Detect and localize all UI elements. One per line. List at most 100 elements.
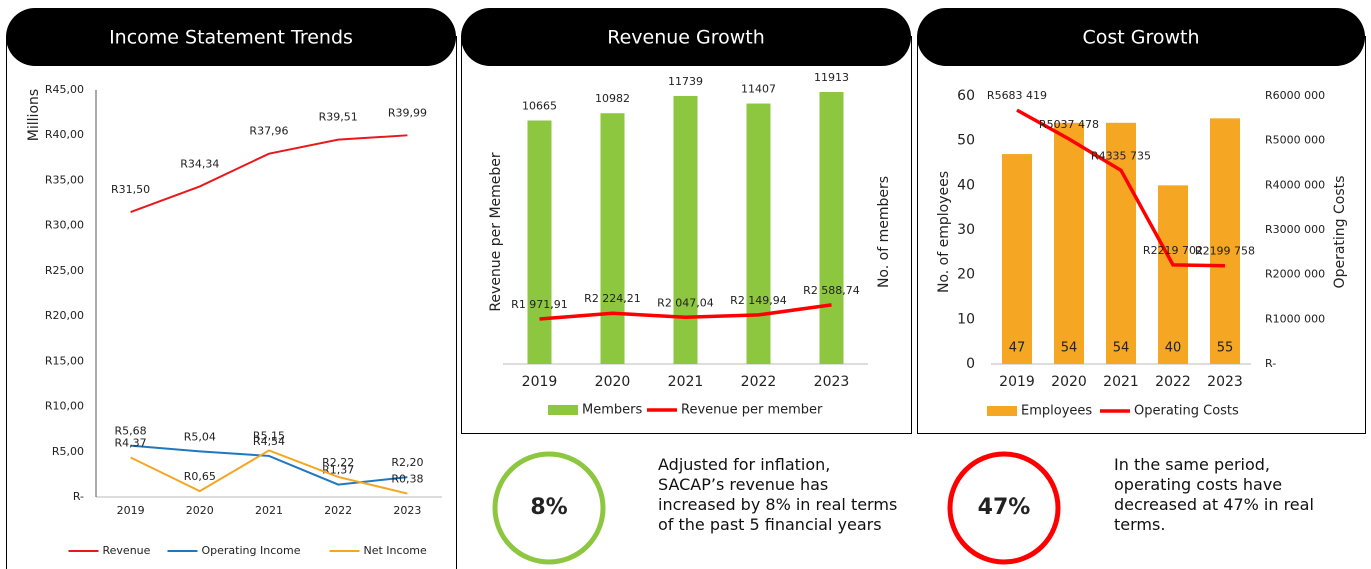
y2-axis-title: Operating Costs: [1332, 176, 1348, 289]
y-tick-label: 50: [957, 133, 975, 149]
y-tick-label: 0: [966, 356, 975, 372]
bar: [600, 113, 625, 365]
x-tick-label: 2021: [255, 504, 283, 517]
x-tick-label: 2023: [1207, 374, 1243, 390]
panel-header: [461, 8, 911, 66]
bar: [1210, 118, 1240, 364]
y-tick-label: R30,00: [45, 219, 84, 232]
series-line: [130, 134, 408, 214]
point-value-label: R2 047,04: [657, 296, 714, 309]
bar: [819, 91, 844, 364]
chart-title: Revenue Growth: [607, 27, 765, 49]
x-tick-label: 2022: [324, 504, 352, 517]
bar-value-label: 10665: [522, 99, 557, 112]
bar-value-label: 40: [1165, 341, 1182, 356]
y-tick-label: 60: [957, 88, 975, 104]
x-tick-label: 2020: [1051, 374, 1087, 390]
callout-text: Adjusted for inflation, SACAP’s revenue …: [658, 455, 898, 534]
point-value-label: R5683 419: [987, 89, 1047, 102]
point-value-label: R39,51: [319, 111, 358, 124]
callout-text: In the same period, operating costs have…: [1114, 455, 1314, 534]
bar: [1158, 185, 1188, 364]
y-tick-label: 10: [957, 311, 975, 327]
bar: [746, 103, 771, 365]
bar-value-label: 11913: [814, 71, 849, 84]
x-tick-label: 2023: [814, 374, 850, 390]
x-tick-label: 2019: [117, 504, 145, 517]
callout-ring: [492, 451, 606, 565]
y2-tick-label: R3000 000: [1265, 223, 1325, 236]
point-value-label: R4335 735: [1091, 149, 1151, 162]
series-line: [539, 303, 832, 321]
point-value-label: R0,65: [184, 470, 216, 483]
bar-value-label: 47: [1009, 341, 1026, 356]
bar-value-label: 11739: [668, 75, 703, 88]
legend-label: Members: [582, 403, 642, 418]
point-value-label: R4,54: [253, 435, 285, 448]
legend-label: Employees: [1021, 404, 1092, 419]
point-value-label: R39,99: [388, 106, 427, 119]
legend-label: Operating Costs: [1134, 404, 1239, 419]
callout-ring: [947, 451, 1061, 565]
y-tick-label: R20,00: [45, 309, 84, 322]
point-value-label: R2219 702: [1143, 244, 1203, 257]
y2-tick-label: R2000 000: [1265, 268, 1325, 281]
point-value-label: R1 971,91: [511, 298, 568, 311]
point-value-label: R5,04: [184, 430, 216, 443]
callout-value: 47%: [978, 495, 1031, 520]
y-tick-label: R35,00: [45, 173, 84, 186]
point-value-label: R2 224,21: [584, 292, 641, 305]
x-tick-label: 2023: [393, 504, 421, 517]
callout-value: 8%: [530, 495, 567, 520]
y-axis-title: Revenue per Memeber: [488, 152, 504, 312]
legend-swatch: [987, 406, 1017, 416]
point-value-label: R5,15: [253, 429, 285, 442]
legend-label: Net Income: [364, 544, 428, 557]
y-tick-label: R15,00: [45, 354, 84, 367]
chart-title: Cost Growth: [1082, 27, 1199, 49]
point-value-label: R34,34: [180, 157, 219, 170]
series-line: [130, 449, 408, 495]
x-tick-label: 2021: [668, 374, 704, 390]
y-tick-label: R10,00: [45, 400, 84, 413]
series-line: [1016, 108, 1226, 268]
x-tick-label: 2020: [595, 374, 631, 390]
point-value-label: R0,38: [391, 473, 423, 486]
y2-axis-title: No. of members: [876, 176, 892, 288]
y-tick-label: R5,00: [52, 445, 84, 458]
chart-title: Income Statement Trends: [109, 27, 353, 49]
y-axis-title: No. of employees: [936, 171, 952, 293]
panel-header: [917, 8, 1365, 66]
x-tick-label: 2022: [741, 374, 777, 390]
x-tick-label: 2020: [186, 504, 214, 517]
point-value-label: R2,22: [322, 456, 354, 469]
bar: [673, 95, 698, 364]
x-tick-label: 2019: [999, 374, 1035, 390]
legend-label: Operating Income: [202, 544, 301, 557]
y-axis-title: Millions: [26, 89, 42, 141]
x-tick-label: 2019: [522, 374, 558, 390]
x-tick-label: 2022: [1155, 374, 1191, 390]
bar-value-label: 54: [1113, 341, 1130, 356]
y2-tick-label: R-: [1265, 357, 1276, 370]
point-value-label: R5037 478: [1039, 118, 1099, 131]
y2-tick-label: R1000 000: [1265, 312, 1325, 325]
y2-tick-label: R4000 000: [1265, 178, 1325, 191]
point-value-label: R2 149,94: [730, 294, 787, 307]
point-value-label: R5,68: [115, 425, 147, 438]
bar: [1054, 122, 1084, 364]
point-value-label: R37,96: [249, 125, 288, 138]
panel-header: [6, 8, 456, 66]
y-tick-label: 30: [957, 222, 975, 238]
y-tick-label: R45,00: [45, 83, 84, 96]
x-tick-label: 2021: [1103, 374, 1139, 390]
y-tick-label: R40,00: [45, 128, 84, 141]
y-tick-label: 20: [957, 267, 975, 283]
point-value-label: R2 588,74: [803, 284, 860, 297]
legend-swatch: [548, 405, 578, 415]
y-tick-label: R25,00: [45, 264, 84, 277]
bar-value-label: 55: [1217, 341, 1234, 356]
y2-tick-label: R5000 000: [1265, 134, 1325, 147]
